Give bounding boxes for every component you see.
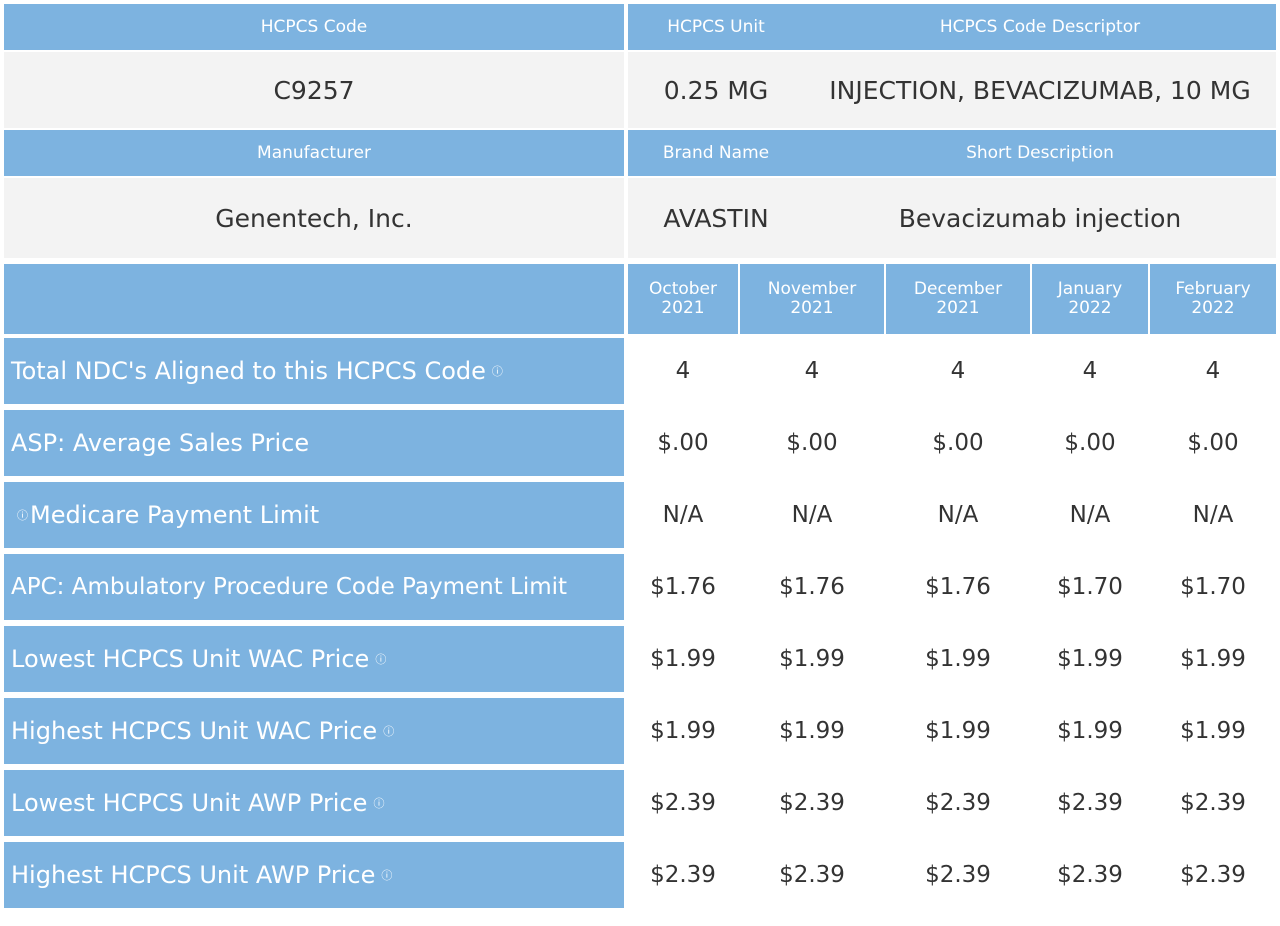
- table-cell: $1.99: [1032, 698, 1148, 764]
- month-name: December: [913, 279, 1003, 299]
- info-icon[interactable]: ⓘ: [17, 509, 28, 522]
- row-label: ⓘ Medicare Payment Limit: [4, 482, 624, 548]
- header-hcpcs-unit: HCPCS Unit: [628, 4, 804, 50]
- info-icon[interactable]: ⓘ: [375, 653, 387, 666]
- row-label-text: Medicare Payment Limit: [30, 501, 320, 529]
- table-cell: $.00: [1032, 410, 1148, 476]
- month-name: November: [767, 279, 857, 299]
- month-year: 2021: [661, 298, 705, 318]
- table-cell: $1.99: [628, 698, 738, 764]
- table-cell: $.00: [886, 410, 1030, 476]
- table-cell: $1.76: [886, 554, 1030, 620]
- table-cell: $1.70: [1032, 554, 1148, 620]
- info-icon[interactable]: ⓘ: [383, 725, 395, 738]
- header-hcpcs-code: HCPCS Code: [4, 4, 624, 50]
- month-header-november: November 2021: [740, 264, 884, 334]
- table-cell: 4: [628, 338, 738, 404]
- table-cell: $2.39: [1150, 842, 1276, 908]
- month-name: October: [648, 279, 718, 299]
- table-cell: $1.99: [886, 626, 1030, 692]
- month-name: January: [1057, 279, 1123, 299]
- month-header-corner: [4, 264, 624, 334]
- month-header-february: February 2022: [1150, 264, 1276, 334]
- row-label: Highest HCPCS Unit AWP Price ⓘ: [4, 842, 624, 908]
- table-cell: N/A: [740, 482, 884, 548]
- row-label-text: APC: Ambulatory Procedure Code Payment L…: [11, 574, 568, 600]
- value-brand-name: AVASTIN: [628, 178, 804, 258]
- table-cell: $1.99: [740, 698, 884, 764]
- table-cell: 4: [1150, 338, 1276, 404]
- row-label: APC: Ambulatory Procedure Code Payment L…: [4, 554, 624, 620]
- month-header-december: December 2021: [886, 264, 1030, 334]
- table-cell: 4: [1032, 338, 1148, 404]
- table-cell: $2.39: [628, 770, 738, 836]
- row-label-text: Highest HCPCS Unit AWP Price: [11, 861, 376, 889]
- row-label-text: ASP: Average Sales Price: [11, 429, 310, 457]
- table-cell: $2.39: [740, 770, 884, 836]
- table-cell: 4: [740, 338, 884, 404]
- value-manufacturer: Genentech, Inc.: [4, 178, 624, 258]
- table-cell: $1.99: [1150, 626, 1276, 692]
- row-label-text: Lowest HCPCS Unit WAC Price: [11, 645, 370, 673]
- month-header-january: January 2022: [1032, 264, 1148, 334]
- table-cell: $2.39: [1150, 770, 1276, 836]
- table-cell: N/A: [1150, 482, 1276, 548]
- header-brand-name: Brand Name: [628, 130, 804, 176]
- header-short-description: Short Description: [804, 130, 1276, 176]
- table-cell: $.00: [628, 410, 738, 476]
- table-cell: $2.39: [1032, 842, 1148, 908]
- table-cell: $1.70: [1150, 554, 1276, 620]
- table-cell: N/A: [1032, 482, 1148, 548]
- table-cell: $1.99: [1032, 626, 1148, 692]
- table-cell: $.00: [1150, 410, 1276, 476]
- table-cell: $1.99: [628, 626, 738, 692]
- month-header-october: October 2021: [628, 264, 738, 334]
- month-year: 2021: [790, 298, 834, 318]
- table-cell: $1.99: [1150, 698, 1276, 764]
- info-icon[interactable]: ⓘ: [381, 869, 393, 882]
- month-year: 2021: [936, 298, 980, 318]
- month-year: 2022: [1068, 298, 1112, 318]
- value-short-description: Bevacizumab injection: [804, 178, 1276, 258]
- table-cell: N/A: [886, 482, 1030, 548]
- month-year: 2022: [1191, 298, 1235, 318]
- row-label: ASP: Average Sales Price: [4, 410, 624, 476]
- month-name: February: [1175, 279, 1251, 299]
- info-icon[interactable]: ⓘ: [491, 365, 503, 378]
- table-cell: $2.39: [740, 842, 884, 908]
- info-icon[interactable]: ⓘ: [373, 797, 385, 810]
- table-cell: $2.39: [628, 842, 738, 908]
- value-hcpcs-code-descriptor: INJECTION, BEVACIZUMAB, 10 MG: [804, 52, 1276, 128]
- row-label: Lowest HCPCS Unit AWP Price ⓘ: [4, 770, 624, 836]
- table-cell: N/A: [628, 482, 738, 548]
- table-cell: $.00: [740, 410, 884, 476]
- row-label: Highest HCPCS Unit WAC Price ⓘ: [4, 698, 624, 764]
- row-label: Lowest HCPCS Unit WAC Price ⓘ: [4, 626, 624, 692]
- table-cell: $2.39: [1032, 770, 1148, 836]
- header-manufacturer: Manufacturer: [4, 130, 624, 176]
- table-cell: $1.99: [740, 626, 884, 692]
- row-label-text: Total NDC's Aligned to this HCPCS Code: [11, 357, 486, 385]
- value-hcpcs-unit: 0.25 MG: [628, 52, 804, 128]
- header-hcpcs-code-descriptor: HCPCS Code Descriptor: [804, 4, 1276, 50]
- table-cell: $2.39: [886, 842, 1030, 908]
- table-cell: 4: [886, 338, 1030, 404]
- table-cell: $1.76: [740, 554, 884, 620]
- table-cell: $1.99: [886, 698, 1030, 764]
- table-cell: $1.76: [628, 554, 738, 620]
- row-label-text: Highest HCPCS Unit WAC Price: [11, 717, 378, 745]
- value-hcpcs-code: C9257: [4, 52, 624, 128]
- row-label: Total NDC's Aligned to this HCPCS Code ⓘ: [4, 338, 624, 404]
- row-label-text: Lowest HCPCS Unit AWP Price: [11, 789, 368, 817]
- table-cell: $2.39: [886, 770, 1030, 836]
